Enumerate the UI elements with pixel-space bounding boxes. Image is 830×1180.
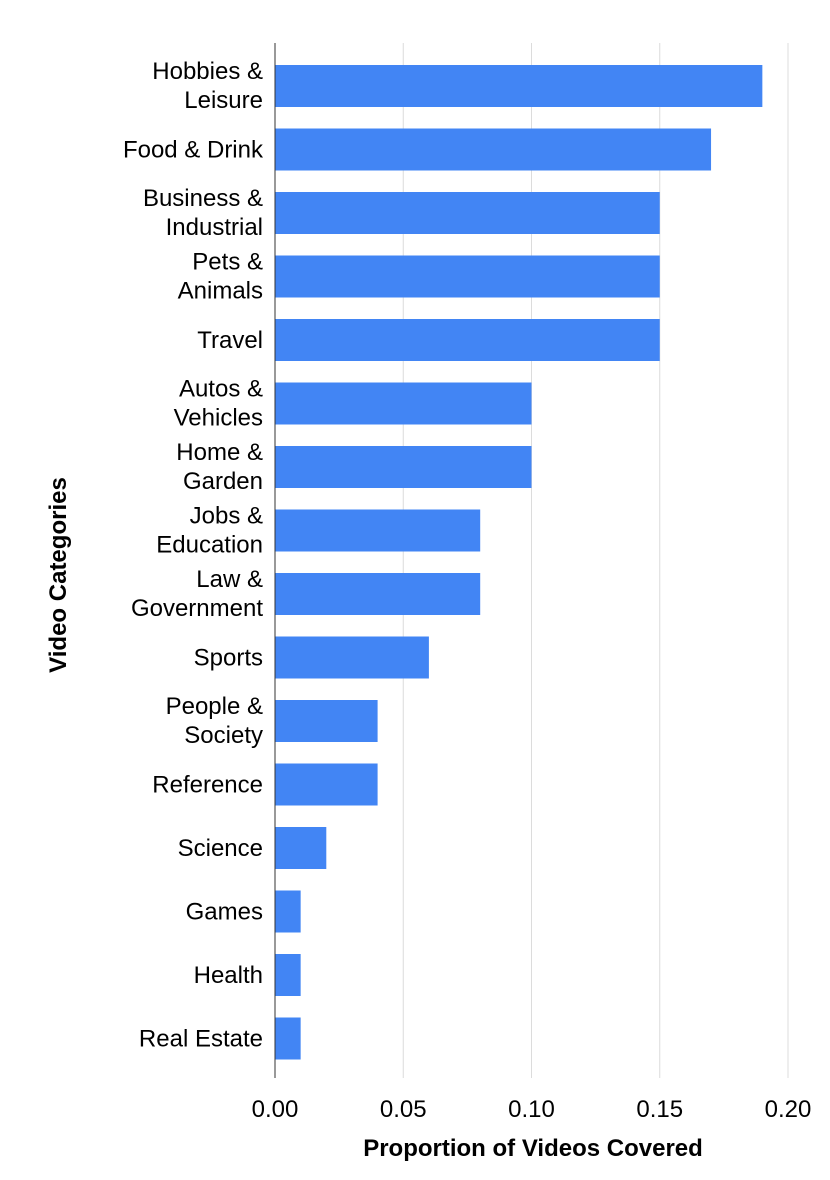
y-axis-title: Video Categories [45, 477, 72, 673]
category-label: Food & Drink [123, 137, 264, 164]
x-tick-label: 0.00 [252, 1096, 299, 1123]
category-label: Jobs & Education [156, 503, 263, 559]
bar [275, 255, 660, 298]
bar [275, 636, 429, 679]
category-label: Reference [152, 772, 263, 799]
category-label: Sports [194, 645, 263, 672]
bar [275, 192, 660, 234]
category-label: Science [178, 835, 263, 862]
bar [275, 446, 532, 488]
x-tick-label: 0.15 [636, 1096, 683, 1123]
bar [275, 827, 327, 869]
x-axis-title: Proportion of Videos Covered [363, 1135, 703, 1162]
category-label: Games [186, 899, 263, 926]
bar [275, 1017, 301, 1060]
bar [275, 700, 378, 742]
bar [275, 509, 481, 552]
bar [275, 128, 712, 171]
category-labels: Hobbies & Leisure Food & Drink Business & In… [123, 58, 264, 1053]
bar [275, 890, 301, 933]
category-label: People & Society [166, 693, 263, 749]
bar [275, 573, 481, 615]
category-label: Hobbies & Leisure [152, 58, 263, 114]
x-tick-labels: 0.00 0.05 0.10 0.15 0.20 [252, 1096, 812, 1123]
category-label: Home & Garden [176, 439, 263, 495]
category-label: Business & Industrial [143, 185, 263, 241]
x-tick-label: 0.20 [765, 1096, 812, 1123]
category-label: Law & Government [131, 566, 263, 622]
x-tick-label: 0.05 [380, 1096, 427, 1123]
bar [275, 65, 763, 107]
bars [275, 65, 763, 1060]
x-tick-label: 0.10 [508, 1096, 555, 1123]
bar [275, 954, 301, 996]
bar [275, 763, 378, 806]
bar [275, 382, 532, 425]
category-label: Travel [197, 327, 263, 354]
category-label: Autos & Vehicles [174, 376, 263, 432]
category-label: Real Estate [139, 1026, 263, 1053]
category-label: Health [194, 962, 263, 989]
bar [275, 319, 660, 361]
category-label: Pets & Animals [178, 249, 263, 305]
